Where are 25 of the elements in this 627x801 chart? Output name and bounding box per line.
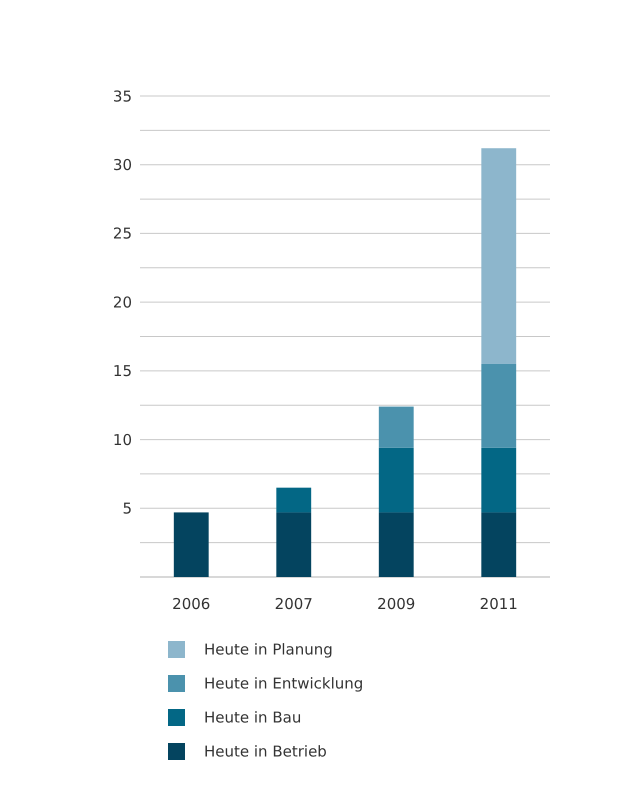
bar: [276, 488, 312, 512]
legend-label: Heute in Entwicklung: [204, 674, 364, 692]
x-tick-label: 2011: [480, 595, 518, 613]
y-tick-label: 10: [112, 430, 132, 449]
x-tick-label: 2007: [274, 595, 313, 613]
bar: [174, 512, 209, 577]
y-tick-label: 35: [112, 87, 132, 106]
y-tick-label: 15: [112, 362, 132, 380]
y-tick-label: 5: [122, 500, 132, 518]
y-tick-label: 30: [112, 156, 132, 174]
legend-label: Heute in Bau: [204, 708, 302, 726]
bar: [378, 448, 414, 512]
bar: [481, 512, 516, 577]
y-tick-label: 20: [112, 293, 132, 312]
legend-label: Heute in Planung: [204, 640, 333, 658]
bar: [481, 148, 516, 364]
x-tick-label: 2006: [172, 595, 210, 613]
y-tick-label: 25: [112, 224, 132, 243]
bar: [378, 512, 414, 577]
bar: [481, 448, 516, 512]
x-tick-label: 2009: [377, 595, 416, 613]
bar: [378, 406, 414, 448]
legend-label: Heute in Betrieb: [204, 742, 327, 760]
bar: [276, 512, 312, 577]
bar: [481, 364, 516, 448]
